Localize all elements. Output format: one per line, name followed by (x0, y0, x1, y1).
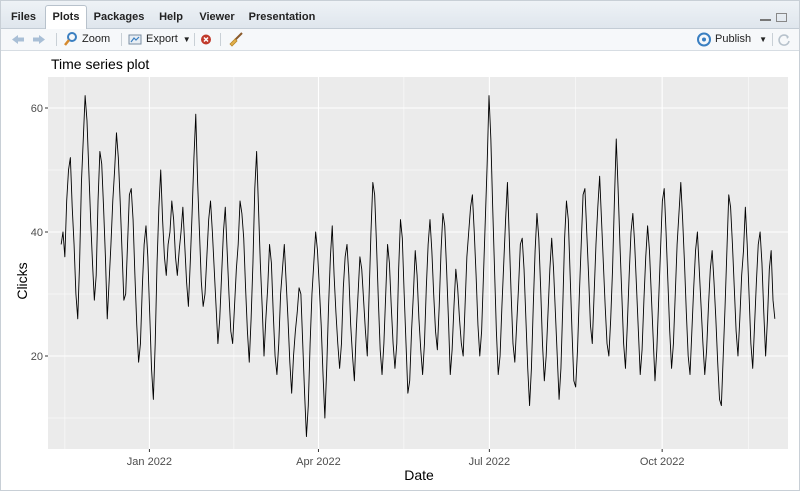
x-tick-label: Apr 2022 (296, 456, 341, 468)
y-tick-label: 40 (31, 227, 43, 239)
plot-viewer: Time series plot 20 40 60 Jan 2022 Apr 2022… (1, 51, 799, 490)
tab-files[interactable]: Files (10, 11, 37, 23)
remove-plot-button[interactable] (200, 29, 212, 50)
toolbar-divider (56, 33, 57, 46)
export-button[interactable]: Export ▼ (127, 29, 191, 50)
y-tick-label: 20 (31, 351, 43, 363)
plots-toolbar: Zoom Export ▼ Publish ▼ (1, 29, 799, 51)
toolbar-divider (220, 33, 221, 46)
x-tick-label: Jul 2022 (469, 456, 511, 468)
broom-clear-icon (229, 32, 243, 47)
y-tick-label: 60 (31, 103, 43, 115)
dropdown-caret-icon: ▼ (759, 35, 767, 44)
back-arrow-icon[interactable] (11, 29, 25, 50)
refresh-button[interactable] (777, 29, 791, 50)
y-axis: 20 40 60 (31, 103, 48, 363)
refresh-icon (778, 34, 790, 46)
publish-icon (697, 32, 711, 47)
y-axis-label: Clicks (14, 262, 30, 299)
remove-plot-icon (201, 34, 211, 45)
tab-plots[interactable]: Plots (45, 5, 87, 29)
zoom-label: Zoom (82, 33, 111, 45)
export-icon (128, 34, 142, 45)
maximize-pane-icon[interactable] (776, 13, 787, 22)
forward-arrow-icon[interactable] (32, 29, 46, 50)
toolbar-divider (194, 33, 195, 46)
minimize-pane-icon[interactable] (759, 17, 771, 21)
chart-title: Time series plot (51, 56, 149, 72)
toolbar-divider (772, 33, 773, 46)
zoom-button[interactable]: Zoom (63, 29, 110, 50)
tab-viewer[interactable]: Viewer (199, 11, 235, 23)
x-axis: Jan 2022 Apr 2022 Jul 2022 Oct 2022 (127, 449, 685, 468)
publish-label: Publish (715, 33, 752, 45)
x-tick-label: Oct 2022 (640, 456, 685, 468)
dropdown-caret-icon: ▼ (182, 35, 191, 44)
pane-tab-bar: Files Plots Packages Help Viewer Present… (1, 1, 799, 29)
time-series-chart: Time series plot 20 40 60 Jan 2022 Apr 2022… (14, 56, 788, 483)
chart-panel (48, 77, 788, 449)
clicks-series-line (60, 95, 776, 438)
tab-presentation[interactable]: Presentation (248, 11, 316, 23)
zoom-magnifier-icon (64, 32, 77, 46)
clear-all-plots-button[interactable] (228, 29, 244, 50)
export-label: Export (146, 33, 178, 45)
tab-packages[interactable]: Packages (93, 11, 145, 23)
x-axis-label: Date (404, 467, 434, 483)
toolbar-divider (121, 33, 122, 46)
x-tick-label: Jan 2022 (127, 456, 172, 468)
window-controls (758, 13, 787, 25)
publish-button[interactable]: Publish ▼ (696, 29, 767, 50)
tab-help[interactable]: Help (159, 11, 183, 23)
